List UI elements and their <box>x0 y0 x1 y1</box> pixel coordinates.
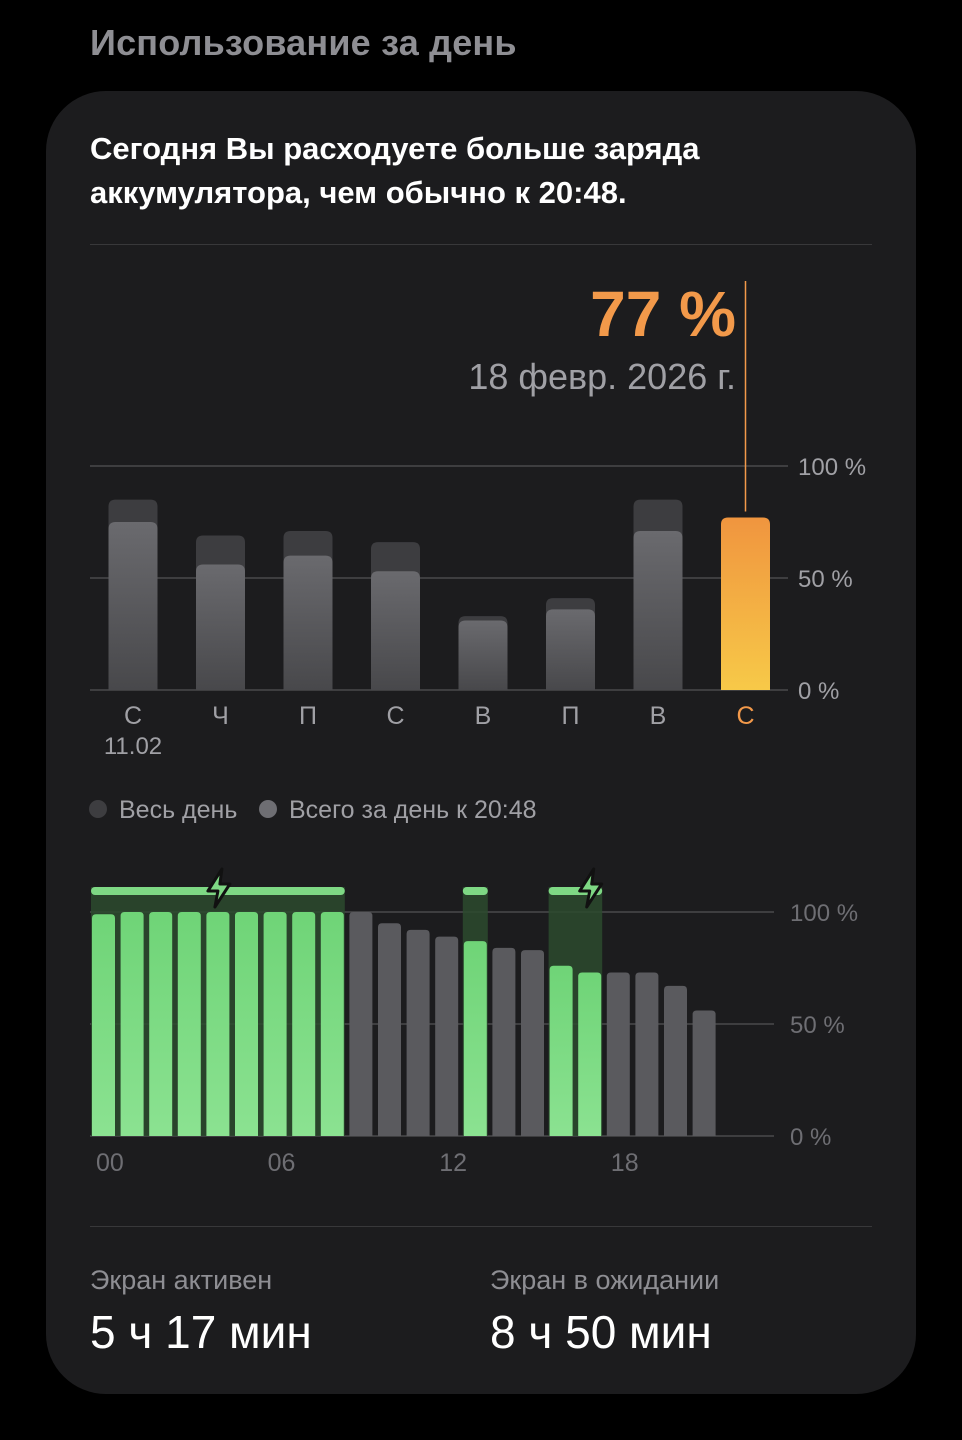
charging-period-strip <box>462 887 488 895</box>
hourly-bar-charging <box>578 972 602 1136</box>
callout-value: 77 % <box>590 278 736 350</box>
separator-bottom <box>90 1226 872 1227</box>
legend-dot-until-now <box>259 800 277 818</box>
hourly-ytick-label: 50 % <box>790 1012 845 1039</box>
section-title: Использование за день <box>90 22 517 63</box>
weekly-xtick-label: С <box>736 702 754 730</box>
weekly-bar-until-now <box>458 620 508 690</box>
hourly-bar <box>692 1010 716 1136</box>
weekly-ytick-label: 100 % <box>798 454 866 481</box>
weekly-bar-today[interactable] <box>721 517 770 690</box>
legend-label-all-day: Весь день <box>119 796 237 824</box>
hourly-bar-charging <box>320 912 344 1136</box>
hourly-xtick-label: 00 <box>96 1149 124 1177</box>
hourly-bar-charging <box>120 912 144 1136</box>
hourly-bar-charging <box>206 912 230 1136</box>
hourly-ytick-label: 0 % <box>790 1124 831 1151</box>
legend: Весь день Всего за день к 20:48 <box>89 796 537 824</box>
hourly-bar-charging <box>549 965 573 1136</box>
hourly-xtick-label: 06 <box>268 1149 296 1177</box>
hourly-bar <box>635 972 659 1136</box>
charging-bolt-icon <box>206 867 232 909</box>
battery-usage-card: Сегодня Вы расходуете больше заряда акку… <box>46 91 916 1394</box>
legend-dot-all-day <box>89 800 107 818</box>
hourly-bar <box>492 947 516 1136</box>
charging-bolt-icon <box>578 867 604 909</box>
screen-off-label: Экран в ожидании <box>490 1265 720 1295</box>
weekly-bar-until-now <box>196 564 245 690</box>
callout-date: 18 февр. 2026 г. <box>468 356 736 397</box>
hourly-bar-charging <box>149 912 173 1136</box>
hourly-ytick-label: 100 % <box>790 900 858 927</box>
weekly-bar-until-now <box>283 555 333 690</box>
usage-headline: Сегодня Вы расходуете больше заряда акку… <box>90 131 700 210</box>
weekly-xtick-label: С <box>124 702 142 730</box>
hourly-bar <box>435 936 459 1136</box>
charts-canvas: 100 % 50 % 0 % С 11.02 Ч П С В П В С 77 % 18 февр. … <box>89 278 866 1177</box>
screen-on-value: 5 ч 17 мин <box>90 1306 312 1358</box>
weekly-usage-chart[interactable]: 100 % 50 % 0 % С 11.02 Ч П С В П В С <box>90 281 866 760</box>
hourly-xtick-label: 12 <box>439 1149 467 1177</box>
screen-off-value: 8 ч 50 мин <box>490 1306 712 1358</box>
hourly-bar-charging <box>235 912 258 1136</box>
weekly-bar-until-now <box>633 530 683 690</box>
weekly-xtick-label: П <box>299 702 317 730</box>
weekly-bar-until-now <box>371 571 420 690</box>
weekly-xtick-label: П <box>562 702 580 730</box>
legend-label-until-now: Всего за день к 20:48 <box>289 796 537 824</box>
hourly-bar <box>606 972 630 1136</box>
hourly-bar-charging <box>177 912 201 1136</box>
hourly-bar <box>406 929 430 1136</box>
weekly-xtick-label: В <box>475 702 492 730</box>
weekly-xtick-sublabel: 11.02 <box>104 733 162 760</box>
hourly-bar <box>521 950 544 1136</box>
weekly-bar-until-now <box>108 522 158 690</box>
separator-top <box>90 244 872 245</box>
weekly-bar-until-now <box>546 609 595 690</box>
hourly-bar-charging <box>92 914 115 1136</box>
hourly-bar-charging <box>292 912 316 1136</box>
screen-on-label: Экран активен <box>90 1265 273 1295</box>
hourly-bar-charging <box>263 912 287 1136</box>
hourly-bar <box>378 923 401 1136</box>
hourly-bar <box>349 912 373 1136</box>
hourly-battery-chart[interactable]: 100 % 50 % 0 % 00 06 12 18 <box>90 867 858 1177</box>
weekly-ytick-label: 50 % <box>798 566 853 593</box>
weekly-xtick-label: В <box>650 702 667 730</box>
hourly-bar <box>664 985 687 1136</box>
hourly-bar-charging <box>463 941 487 1136</box>
weekly-xtick-label: С <box>386 702 404 730</box>
weekly-ytick-label: 0 % <box>798 678 839 705</box>
hourly-xtick-label: 18 <box>611 1149 639 1177</box>
weekly-xtick-label: Ч <box>212 702 229 730</box>
